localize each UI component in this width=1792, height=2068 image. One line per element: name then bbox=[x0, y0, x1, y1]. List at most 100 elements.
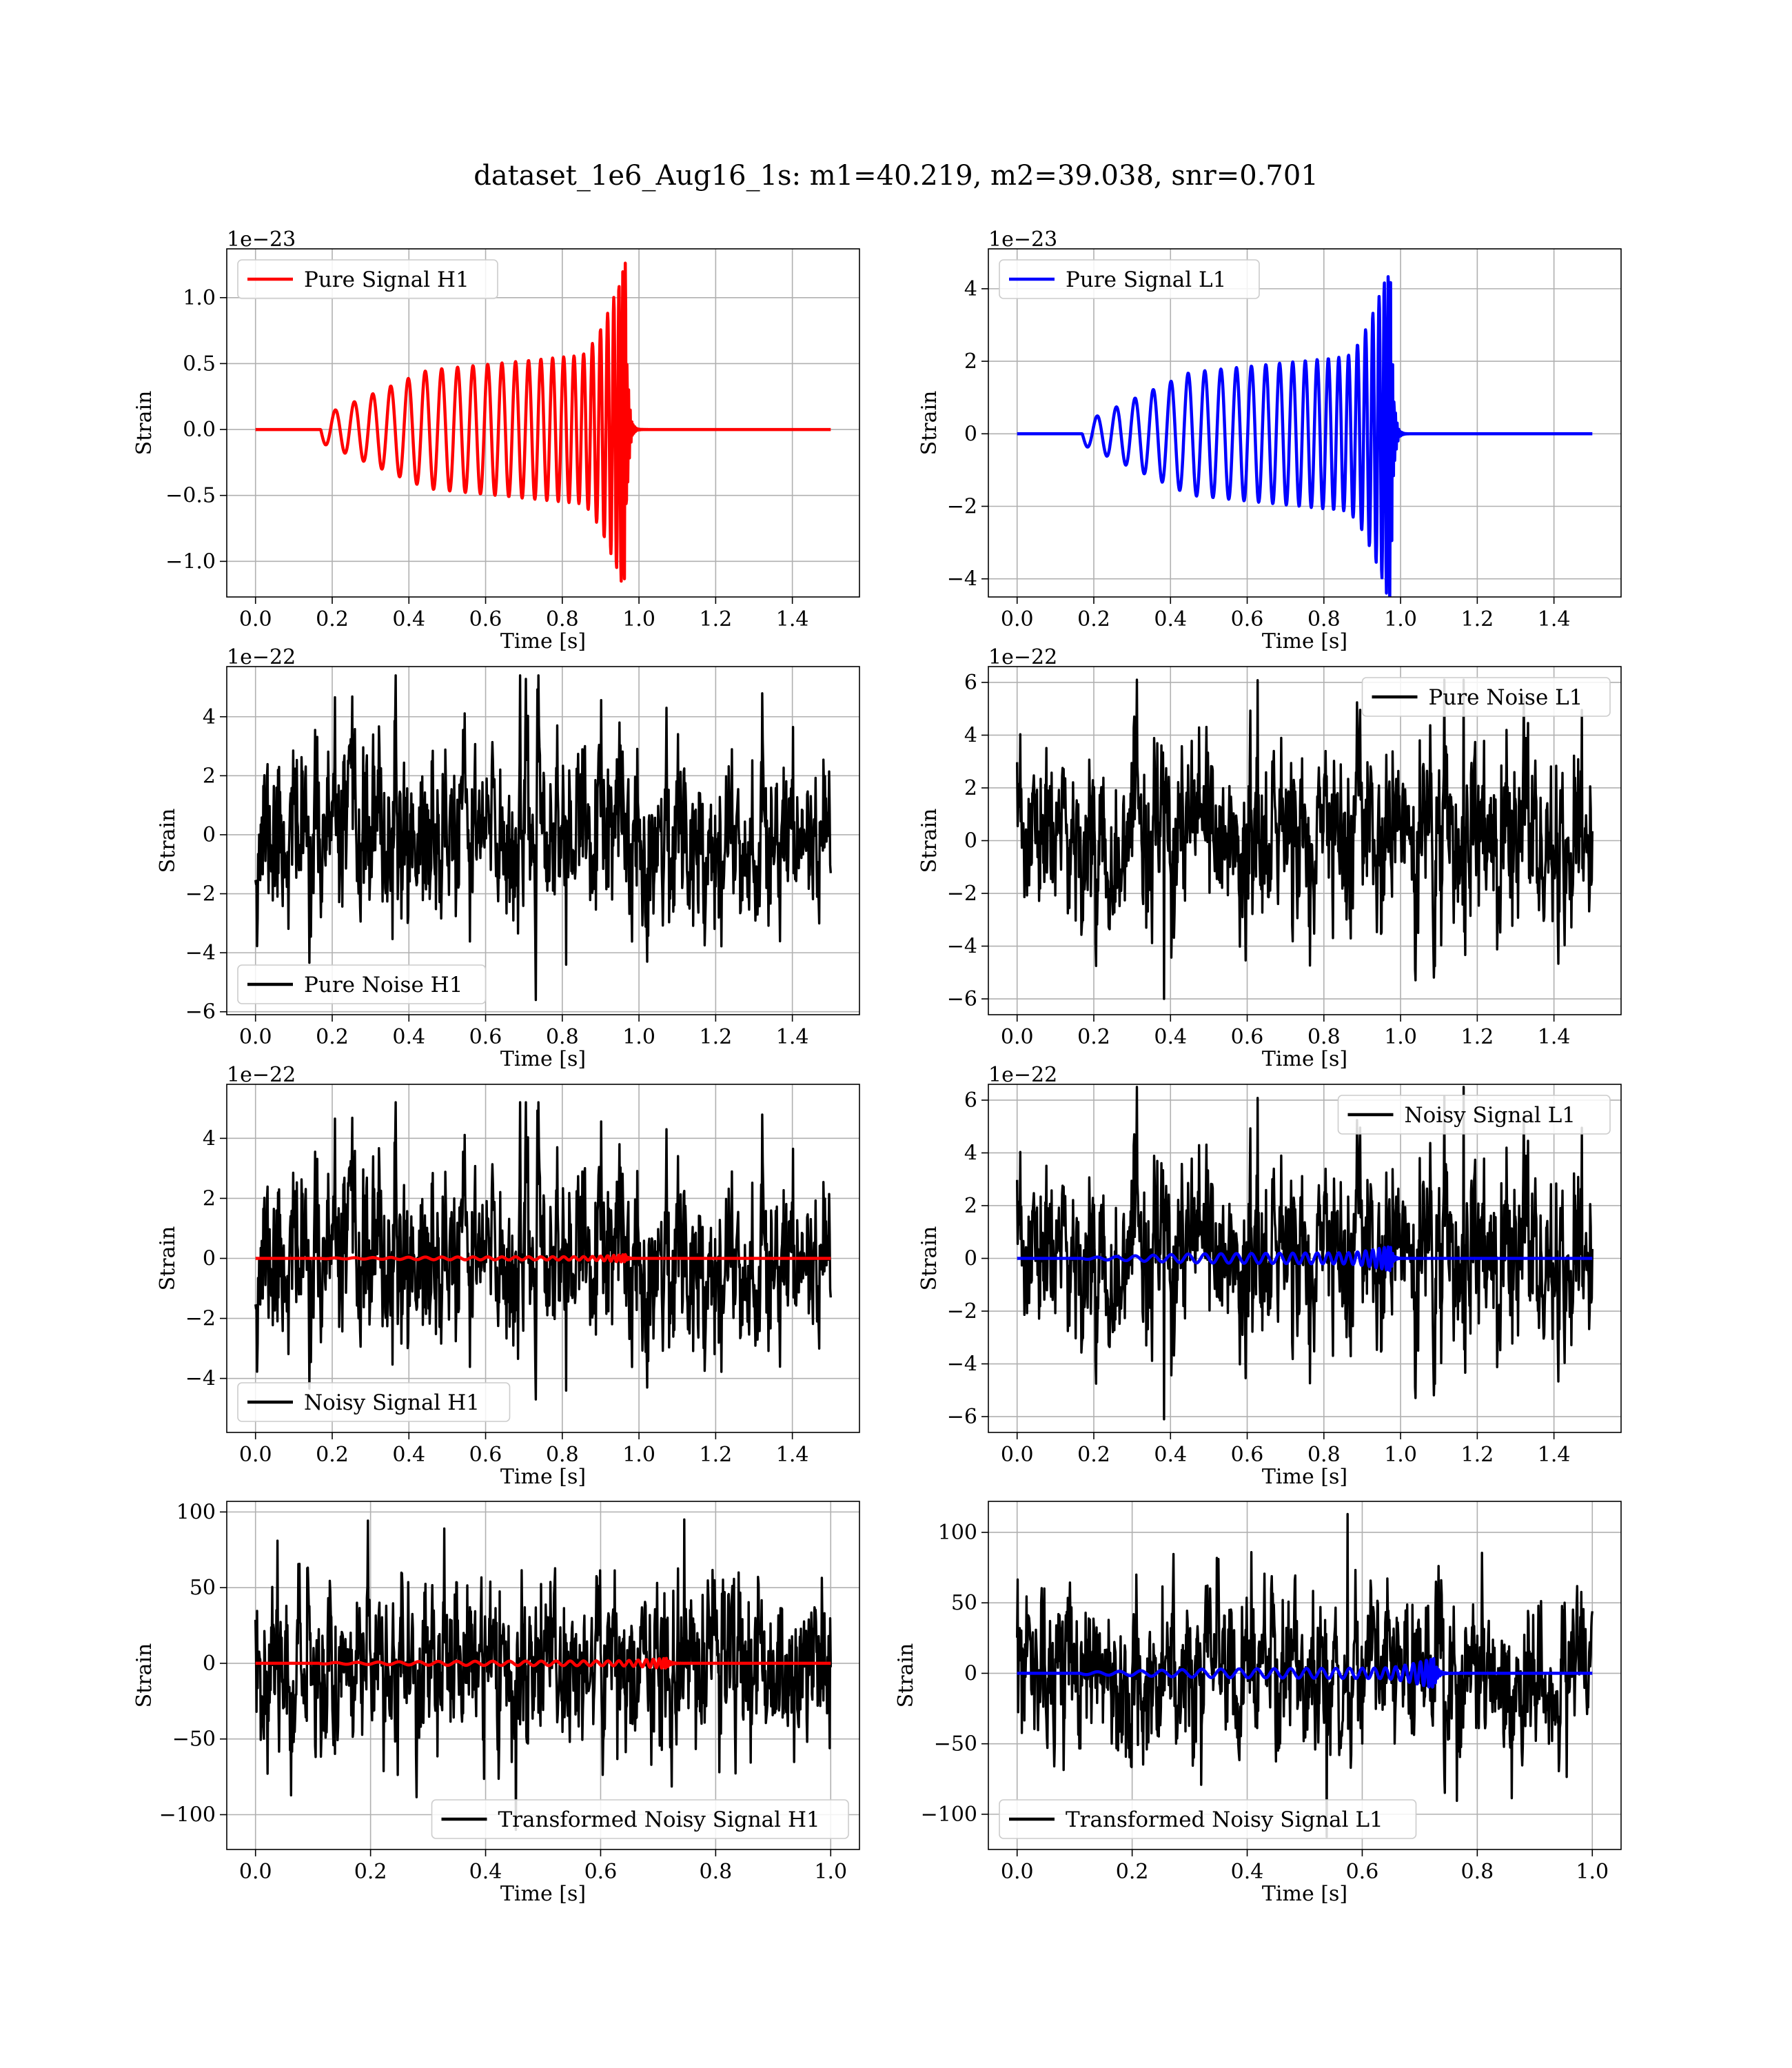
x-tick-label: 0.6 bbox=[469, 1025, 502, 1049]
x-tick-label: 0.6 bbox=[469, 607, 502, 631]
y-tick-label: 1.0 bbox=[183, 286, 216, 310]
y-tick-label: 4 bbox=[203, 705, 216, 729]
x-tick-label: 0.2 bbox=[1077, 1025, 1110, 1049]
y-tick-label: −6 bbox=[185, 1000, 216, 1024]
y-tick-label: 2 bbox=[964, 776, 977, 800]
legend: Pure Signal H1 bbox=[237, 259, 498, 299]
y-tick-label: 50 bbox=[951, 1591, 977, 1615]
y-tick-label: 2 bbox=[203, 764, 216, 788]
x-tick-label: 0.8 bbox=[546, 1025, 579, 1049]
chart-transformed-noisy-signal-l1: 0.0 0.2 0.4 0.6 0.8 1.0 −100 −50 0 50 100 Time [s] S… bbox=[894, 1501, 1622, 1906]
x-axis-label: Time [s] bbox=[500, 1465, 586, 1489]
series-line-pure-noise-l1 bbox=[1016, 678, 1594, 1000]
x-tick-label: 1.4 bbox=[1538, 607, 1571, 631]
y-axis-label: Strain bbox=[156, 809, 180, 873]
y-tick-label: −100 bbox=[159, 1803, 216, 1827]
legend-label: Transformed Noisy Signal L1 bbox=[1066, 1807, 1383, 1832]
x-tick-label: 1.0 bbox=[622, 1025, 655, 1049]
chart-transformed-noisy-signal-h1: 0.0 0.2 0.4 0.6 0.8 1.0 −100 −50 0 50 100 Time [s] S… bbox=[132, 1500, 860, 1906]
x-tick-label: 0.2 bbox=[316, 1443, 349, 1467]
y-offset-text: 1e−22 bbox=[227, 645, 296, 669]
y-tick-label: −6 bbox=[947, 987, 977, 1011]
x-tick-label: 0.2 bbox=[316, 1025, 349, 1049]
x-tick-label: 1.0 bbox=[814, 1860, 847, 1884]
series-group bbox=[254, 1101, 832, 1401]
series-line-noisy-signal-l1 bbox=[1016, 1086, 1594, 1421]
y-tick-label: 0 bbox=[203, 823, 216, 847]
y-axis-label: Strain bbox=[917, 809, 941, 873]
chart-pure-noise-h1: 0.0 0.2 0.4 0.6 0.8 1.0 1.2 1.4 −6 −4 −2 0 2 4 Time [s… bbox=[156, 645, 860, 1071]
x-tick-label: 1.0 bbox=[1384, 607, 1417, 631]
legend-box bbox=[237, 964, 487, 1004]
series-group bbox=[254, 1518, 832, 1832]
x-tick-label: 1.0 bbox=[1384, 1443, 1417, 1467]
x-tick-label: 1.0 bbox=[1576, 1860, 1609, 1884]
x-tick-label: 1.0 bbox=[1384, 1025, 1417, 1049]
x-tick-label: 1.2 bbox=[700, 1443, 733, 1467]
series-group bbox=[254, 674, 832, 1002]
series-group bbox=[1016, 275, 1594, 597]
legend-label: Noisy Signal L1 bbox=[1405, 1103, 1576, 1128]
y-tick-label: 0 bbox=[964, 1247, 977, 1271]
x-tick-label: 0.4 bbox=[1154, 1025, 1187, 1049]
y-tick-label: −4 bbox=[185, 1367, 216, 1391]
y-tick-label: 0 bbox=[964, 1661, 977, 1685]
y-tick-label: −4 bbox=[947, 567, 977, 591]
y-tick-label: 2 bbox=[964, 1194, 977, 1218]
legend-label: Transformed Noisy Signal H1 bbox=[498, 1807, 820, 1832]
y-tick-label: −0.5 bbox=[165, 484, 216, 508]
x-tick-label: 0.2 bbox=[1077, 607, 1110, 631]
y-tick-label: −1.0 bbox=[165, 549, 216, 574]
x-tick-label: 1.2 bbox=[1461, 607, 1494, 631]
x-tick-label: 1.2 bbox=[700, 1025, 733, 1049]
chart-noisy-signal-h1: 0.0 0.2 0.4 0.6 0.8 1.0 1.2 1.4 −4 −2 0 2 4 Time [s] S… bbox=[156, 1063, 860, 1489]
y-axis-label: Strain bbox=[917, 1226, 941, 1291]
chart-noisy-signal-l1: 0.0 0.2 0.4 0.6 0.8 1.0 1.2 1.4 −6 −4 −2 0 2 4 6 Time [… bbox=[917, 1063, 1622, 1489]
y-tick-label: 0 bbox=[964, 829, 977, 853]
x-axis-label: Time [s] bbox=[500, 1047, 586, 1071]
legend-box bbox=[431, 1799, 849, 1839]
y-tick-label: 100 bbox=[938, 1521, 977, 1545]
axes-frame bbox=[226, 1501, 860, 1850]
legend: Transformed Noisy Signal L1 bbox=[999, 1799, 1417, 1839]
x-tick-label: 0.4 bbox=[392, 607, 425, 631]
series-line-red-chirp bbox=[254, 1253, 832, 1264]
series-group bbox=[1016, 1086, 1594, 1421]
y-offset-text: 1e−23 bbox=[227, 227, 296, 252]
x-tick-label: 0.8 bbox=[700, 1860, 733, 1884]
x-tick-label: 1.4 bbox=[776, 1025, 809, 1049]
y-offset-text: 1e−23 bbox=[988, 227, 1057, 252]
series-line-transformed-noisy-signal-l1 bbox=[1016, 1512, 1594, 1838]
y-tick-label: 100 bbox=[176, 1500, 216, 1524]
x-tick-label: 1.4 bbox=[1538, 1443, 1571, 1467]
y-offset-text: 1e−22 bbox=[988, 1063, 1057, 1087]
legend-label: Noisy Signal H1 bbox=[304, 1390, 480, 1415]
series-line-pure-signal-l1 bbox=[1016, 275, 1594, 597]
figure-title: dataset_1e6_Aug16_1s: m1=40.219, m2=39.0… bbox=[474, 160, 1318, 192]
y-tick-label: 0.5 bbox=[183, 352, 216, 376]
series-line-pure-noise-h1 bbox=[254, 674, 832, 1002]
x-tick-label: 0.0 bbox=[239, 1860, 272, 1884]
y-tick-label: 4 bbox=[964, 277, 977, 301]
x-tick-label: 0.4 bbox=[469, 1860, 502, 1884]
y-tick-label: 50 bbox=[190, 1576, 216, 1600]
series-line-blue-chirp bbox=[1016, 1245, 1594, 1273]
y-axis-label: Strain bbox=[132, 391, 156, 456]
x-tick-label: 0.0 bbox=[1001, 1025, 1034, 1049]
x-tick-label: 1.2 bbox=[1461, 1025, 1494, 1049]
y-tick-label: −2 bbox=[185, 882, 216, 906]
x-tick-label: 0.6 bbox=[1231, 607, 1264, 631]
x-axis-label: Time [s] bbox=[1262, 1047, 1347, 1071]
y-tick-label: 4 bbox=[964, 723, 977, 747]
x-axis-label: Time [s] bbox=[1262, 1882, 1347, 1906]
x-tick-label: 0.2 bbox=[1077, 1443, 1110, 1467]
x-tick-label: 1.4 bbox=[776, 1443, 809, 1467]
axes-frame bbox=[988, 248, 1622, 598]
y-tick-label: −100 bbox=[921, 1803, 977, 1827]
y-tick-label: −2 bbox=[185, 1307, 216, 1331]
x-tick-label: 1.4 bbox=[1538, 1025, 1571, 1049]
x-tick-label: 1.2 bbox=[700, 607, 733, 631]
x-tick-label: 0.4 bbox=[392, 1025, 425, 1049]
y-axis-label: Strain bbox=[156, 1226, 180, 1291]
